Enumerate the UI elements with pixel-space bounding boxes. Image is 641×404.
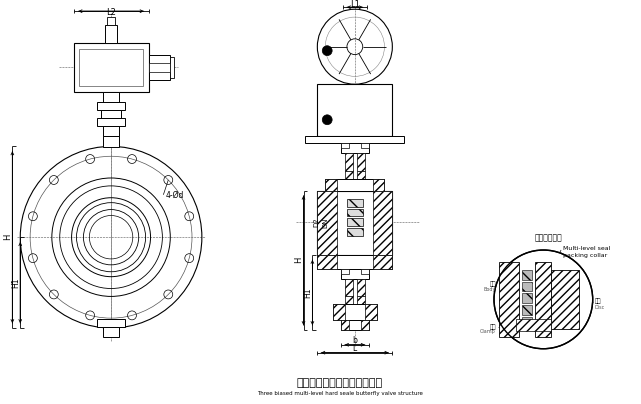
Bar [341,320,369,330]
Bar [341,269,369,279]
Bar [317,255,337,269]
Bar [149,55,171,80]
Bar [365,304,376,320]
Bar [499,262,519,337]
Text: H1: H1 [303,287,312,298]
Bar [551,270,579,329]
Text: b: b [353,337,357,345]
Bar [361,320,369,330]
Text: H1: H1 [11,278,20,288]
Bar [361,143,369,148]
Bar [345,171,353,179]
Bar [325,179,337,191]
Bar [103,92,119,102]
Bar [306,136,404,143]
Bar [522,270,531,280]
Bar [347,199,363,206]
Bar [345,279,353,297]
Bar [535,262,551,337]
Bar [97,102,125,110]
Bar [372,191,392,255]
Text: L1: L1 [350,0,360,9]
Bar [341,320,349,330]
Bar [97,118,125,126]
Text: Disc: Disc [595,305,605,310]
Bar [333,304,376,320]
Bar [79,49,143,86]
Text: 多层次密封图: 多层次密封图 [535,234,562,243]
Bar [171,57,174,78]
Text: Clamp: Clamp [480,329,496,335]
Bar [361,269,369,274]
Text: 三偏心多层次硬密封蝶阀结构: 三偏心多层次硬密封蝶阀结构 [297,378,383,388]
Bar [522,317,531,327]
Text: L2: L2 [106,8,116,17]
Bar [347,208,363,217]
Bar [347,219,363,226]
Text: Multi-level seal: Multi-level seal [563,246,610,250]
Text: packing collar: packing collar [563,253,607,259]
Text: D2: D2 [313,218,319,227]
Text: 蝶板: 蝶板 [595,299,601,304]
Bar [341,143,369,153]
Bar [103,126,119,136]
Bar [357,297,365,304]
Circle shape [322,115,332,125]
Bar [345,153,353,171]
Bar [333,304,345,320]
Bar [341,143,349,148]
Text: 4-Ød: 4-Ød [165,191,184,200]
Bar [325,179,385,191]
Bar [516,319,551,331]
Bar [317,191,337,255]
Circle shape [322,46,332,56]
Circle shape [494,250,593,349]
Text: 阀体: 阀体 [490,282,496,287]
Bar [372,179,385,191]
Text: H: H [294,257,303,263]
Bar [74,43,149,92]
Text: Body: Body [483,287,496,292]
Bar [357,153,365,171]
Bar [357,171,365,179]
Bar [317,84,392,136]
Text: 压板: 压板 [490,324,496,330]
Bar [101,110,121,118]
Bar [341,269,349,274]
Bar [105,25,117,43]
Bar [357,279,365,297]
Bar [149,63,171,72]
Bar [107,17,115,25]
Bar [317,255,392,269]
Bar [522,282,531,292]
Bar [103,136,119,147]
Bar [522,305,531,315]
Bar [522,293,531,303]
Bar [103,327,119,337]
Bar [97,319,125,327]
Text: L: L [353,344,357,353]
Bar [345,297,353,304]
Bar [372,255,392,269]
Bar [351,84,359,321]
Bar [317,191,392,255]
Text: Three biased multi-level hard seale butterfly valve structure: Three biased multi-level hard seale butt… [257,391,423,396]
Text: DN: DN [322,217,328,227]
Text: H: H [3,234,12,240]
Bar [347,228,363,236]
